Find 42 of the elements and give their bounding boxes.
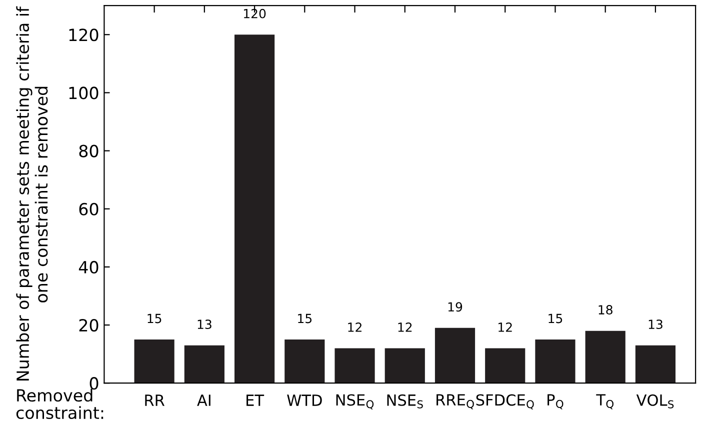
- y-tick-label: 20: [79, 318, 98, 332]
- x-tick-label: AI: [197, 394, 210, 406]
- bar: [535, 340, 576, 384]
- y-tick-label: 120: [69, 28, 98, 42]
- bar: [134, 340, 174, 384]
- y-tick-label: 40: [78, 260, 98, 274]
- bar: [485, 348, 526, 384]
- x-tick-label: P$_{Q}$: [548, 394, 564, 410]
- data-label: 15: [298, 314, 312, 324]
- bar: [384, 348, 425, 384]
- x-tick-label: WTD: [287, 394, 322, 406]
- data-label: 19: [448, 302, 462, 312]
- data-label: 12: [398, 322, 412, 332]
- x-axis-title: Removed constraint:: [16, 388, 104, 420]
- data-label: 13: [648, 320, 662, 330]
- x-tick-label: VOL$_{S}$: [636, 394, 674, 408]
- bar: [334, 348, 375, 384]
- bar: [434, 328, 476, 384]
- bar: [635, 345, 676, 384]
- data-label: 12: [498, 322, 512, 332]
- x-tick-label: T$_{Q}$: [596, 394, 614, 410]
- data-label: 18: [598, 305, 612, 315]
- data-label: 13: [198, 320, 212, 330]
- y-tick-label: 80: [79, 144, 98, 158]
- bar: [284, 340, 325, 384]
- bar: [234, 34, 275, 384]
- y-tick-label: 100: [69, 86, 98, 100]
- x-tick-label: RRE$_{Q}$: [436, 394, 474, 410]
- y-tick-label: 60: [79, 202, 98, 216]
- x-tick-label: NSE$_{Q}$: [336, 394, 374, 410]
- x-tick-label: SFDCE$_{Q}$: [476, 394, 534, 410]
- data-label: 120: [244, 8, 266, 18]
- data-label: 15: [148, 314, 162, 324]
- x-tick-label: ET: [246, 394, 264, 406]
- bar: [585, 330, 626, 384]
- x-tick-label: NSE$_{S}$: [387, 394, 423, 408]
- data-label: 12: [348, 322, 362, 332]
- bar: [184, 345, 224, 384]
- data-label: 15: [548, 314, 562, 324]
- x-tick-label: RR: [145, 394, 164, 406]
- y-tick-label: 0: [90, 377, 98, 390]
- y-axis-title: Number of parameter sets meeting criteria if one constraint is removed: [16, 6, 48, 381]
